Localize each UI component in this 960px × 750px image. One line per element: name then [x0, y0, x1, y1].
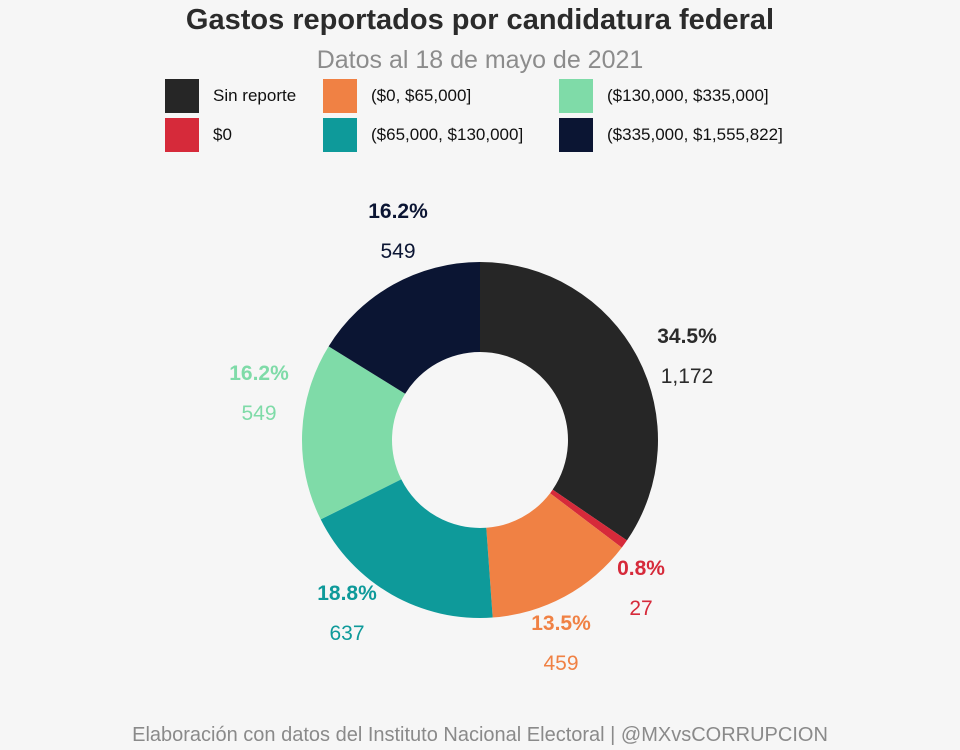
legend-item-335000-1555822: ($335,000, $1,555,822]: [559, 117, 783, 153]
slice-4: [320, 479, 493, 618]
slice-count-label: 27: [629, 597, 652, 620]
legend-item-0-65000: ($0, $65,000]: [323, 78, 471, 114]
footer-credit: Elaboración con datos del Instituto Naci…: [132, 724, 828, 746]
slice-count-label: 549: [241, 402, 276, 425]
legend-item-130000-335000: ($130,000, $335,000]: [559, 78, 769, 114]
legend-label: $0: [213, 125, 232, 144]
legend-label: ($335,000, $1,555,822]: [607, 125, 783, 144]
legend-item-cero: $0: [165, 117, 232, 153]
slice-6: [328, 262, 480, 394]
legend-item-sin-reporte: Sin reporte: [165, 78, 296, 114]
slice-count-label: 637: [329, 622, 364, 645]
slice-5: [302, 346, 406, 520]
slice-count-label: 1,172: [661, 365, 714, 388]
slice-2: [550, 489, 627, 548]
legend-swatch: [165, 79, 199, 113]
legend-label: ($130,000, $335,000]: [607, 86, 769, 105]
chart-title: Gastos reportados por candidatura federa…: [185, 4, 775, 36]
slice-count-label: 459: [543, 652, 578, 675]
legend-swatch: [165, 118, 199, 152]
chart-subtitle: Datos al 18 de mayo de 2021: [316, 46, 644, 74]
slice-percent-label: 34.5%: [657, 325, 717, 348]
slice-percent-label: 0.8%: [617, 557, 665, 580]
legend-swatch: [559, 79, 593, 113]
slice-1: [480, 262, 659, 541]
legend-swatch: [323, 118, 357, 152]
legend-swatch: [559, 118, 593, 152]
legend-label: ($65,000, $130,000]: [371, 125, 524, 144]
legend-item-65000-130000: ($65,000, $130,000]: [323, 117, 523, 153]
legend-label: ($0, $65,000]: [371, 86, 472, 105]
slice-percent-label: 18.8%: [317, 582, 377, 605]
slice-percent-label: 16.2%: [368, 200, 428, 223]
slice-percent-label: 16.2%: [229, 362, 289, 385]
slice-percent-label: 13.5%: [531, 612, 591, 635]
slice-count-label: 549: [380, 240, 415, 263]
legend-swatch: [323, 79, 357, 113]
legend-label: Sin reporte: [213, 86, 297, 105]
slice-3: [486, 493, 622, 618]
